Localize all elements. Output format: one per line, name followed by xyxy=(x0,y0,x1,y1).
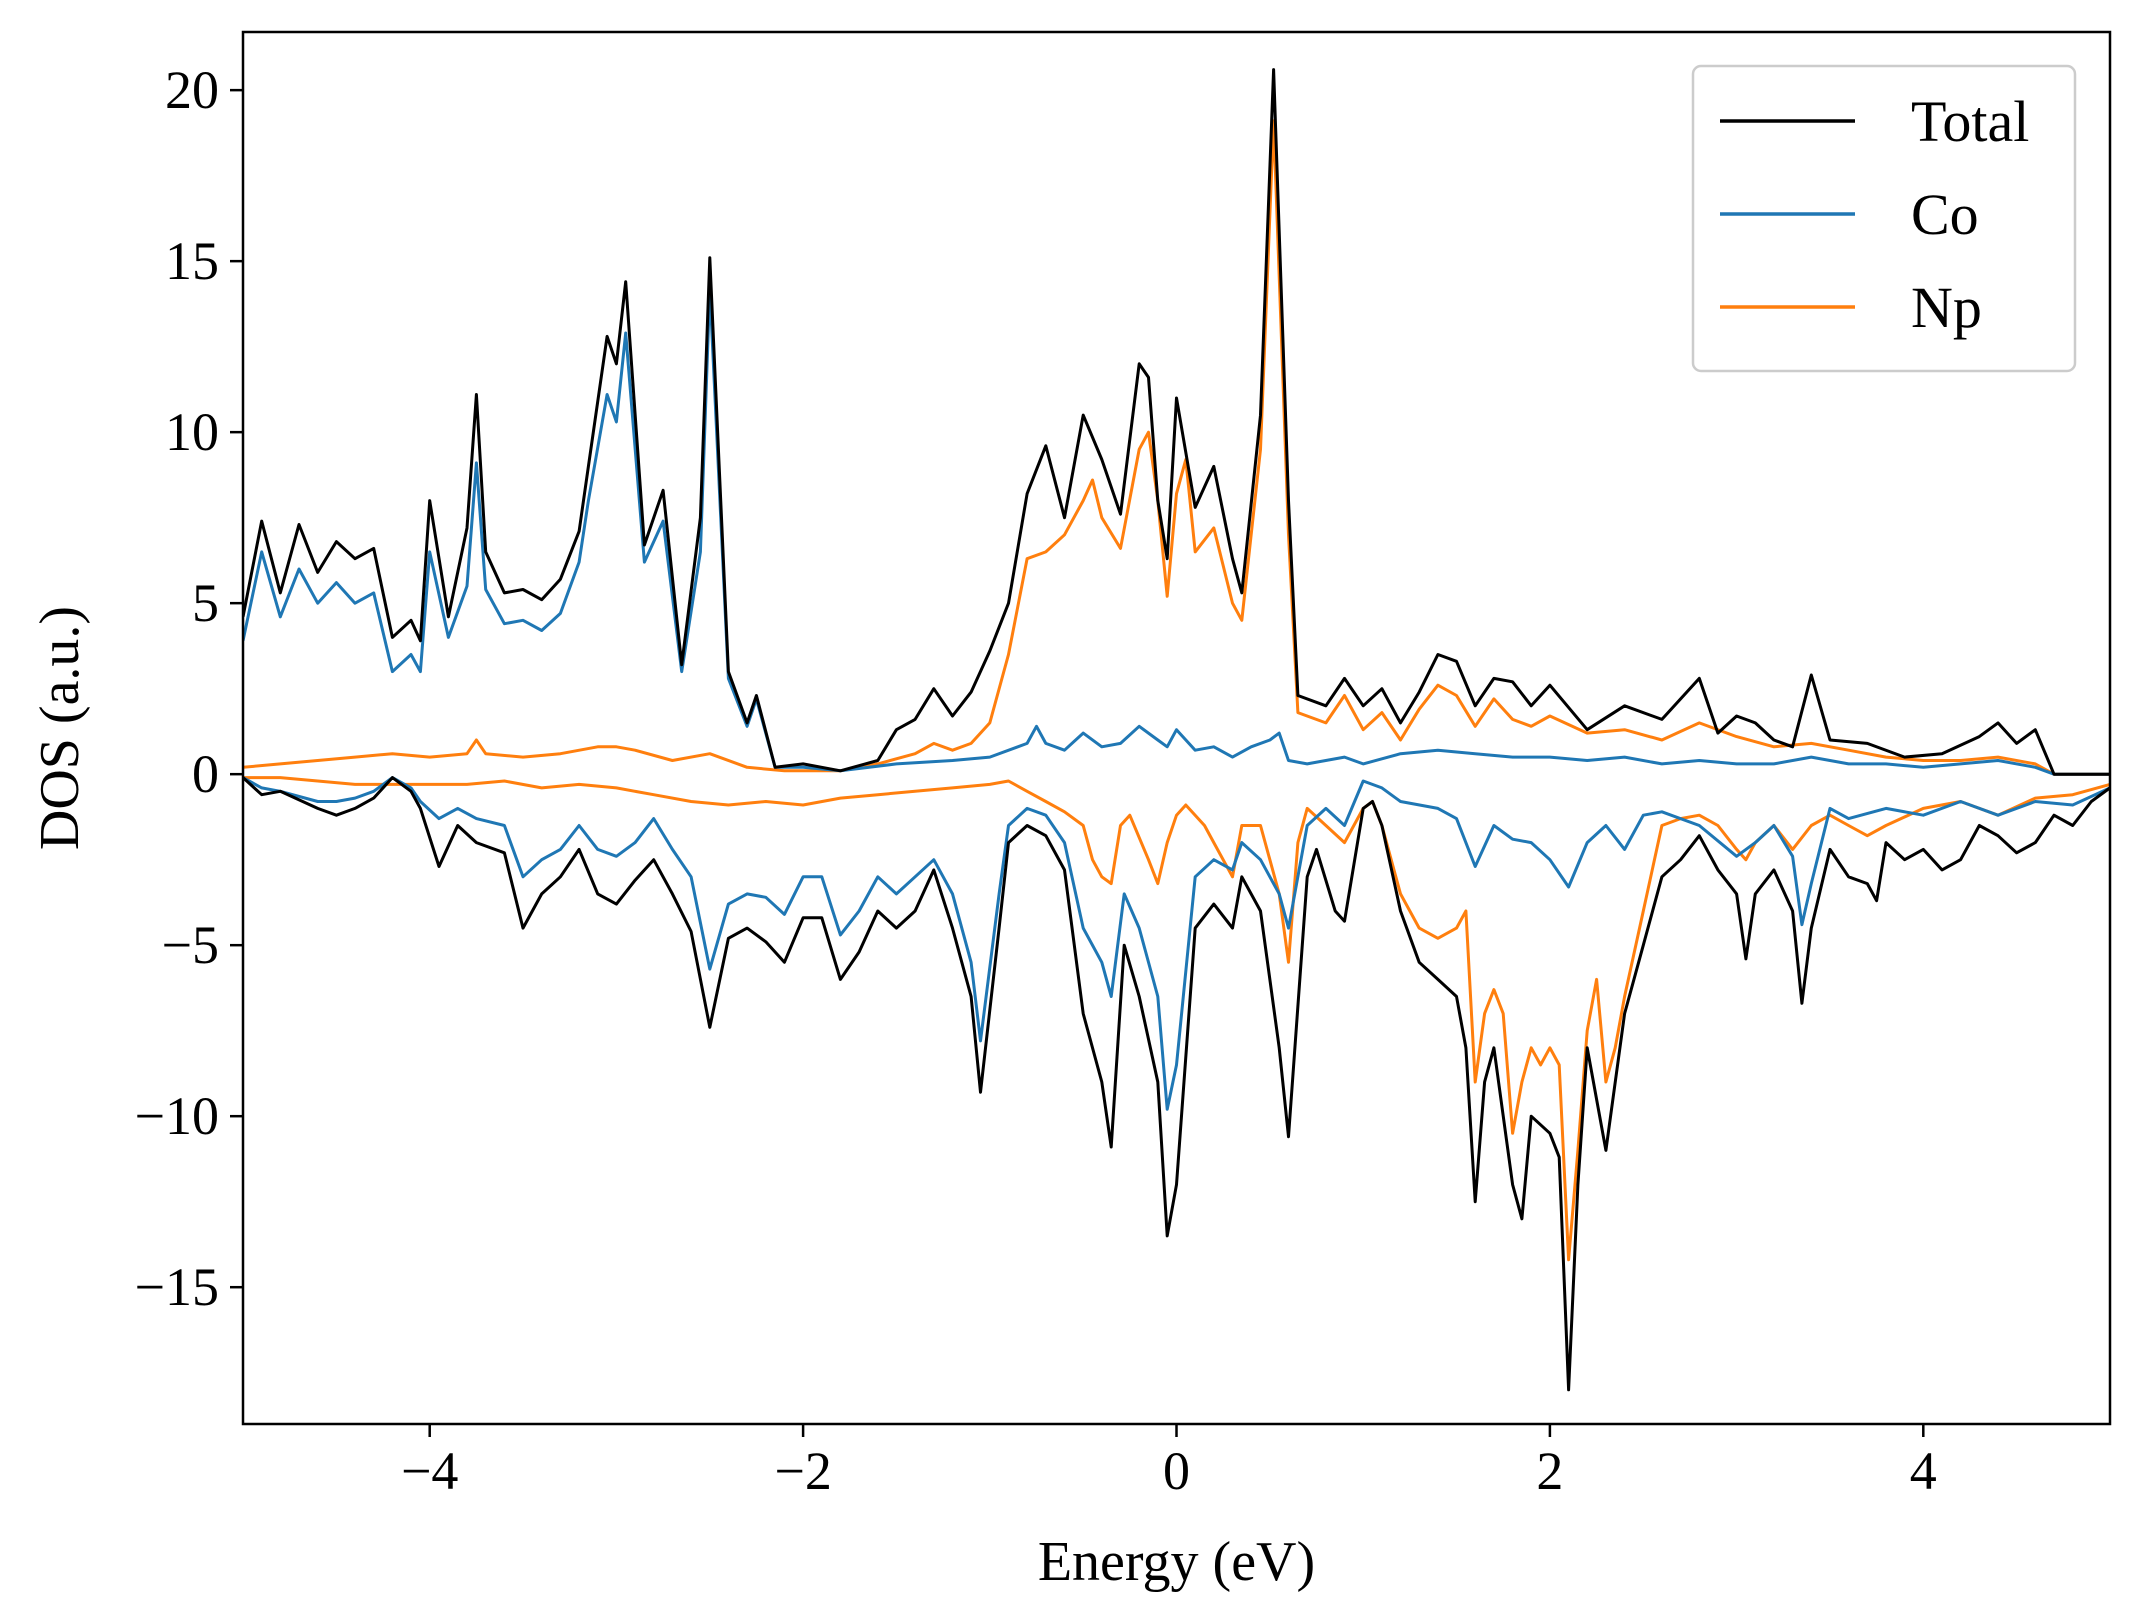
y-tick-label: −15 xyxy=(135,1257,219,1317)
series-co-down-line xyxy=(243,776,2110,1111)
x-axis: −4 −2 0 2 4 xyxy=(401,1424,1937,1501)
y-tick-label: 20 xyxy=(165,60,219,120)
series-total-down-line xyxy=(243,776,2110,1392)
y-tick-label: −10 xyxy=(135,1086,219,1146)
series-total-up-line xyxy=(243,68,2110,776)
series-layer xyxy=(243,68,2110,1392)
y-tick-label: 15 xyxy=(165,231,219,291)
y-tick-label: 5 xyxy=(192,573,219,633)
y-axis-label: DOS (a.u.) xyxy=(29,606,91,850)
legend-label-np: Np xyxy=(1911,275,1982,340)
legend-box xyxy=(1691,64,2077,373)
series-np-up-line xyxy=(243,119,2110,776)
y-tick-label: 10 xyxy=(165,402,219,462)
x-tick-label: 0 xyxy=(1163,1441,1190,1501)
legend-label-total: Total xyxy=(1911,89,2029,154)
y-axis: 20 15 10 5 0 −5 −10 −15 xyxy=(135,60,243,1317)
x-tick-label: −2 xyxy=(774,1441,831,1501)
series-co-up-line xyxy=(243,287,2110,776)
series-np-down-line xyxy=(243,776,2110,1262)
legend: Total Co Np xyxy=(1691,64,2077,373)
x-tick-label: 4 xyxy=(1910,1441,1937,1501)
legend-label-co: Co xyxy=(1911,182,1979,247)
y-tick-label: −5 xyxy=(162,915,219,975)
x-tick-label: −4 xyxy=(401,1441,458,1501)
x-tick-label: 2 xyxy=(1536,1441,1563,1501)
x-axis-label: Energy (eV) xyxy=(1038,1531,1315,1593)
y-tick-label: 0 xyxy=(192,744,219,804)
